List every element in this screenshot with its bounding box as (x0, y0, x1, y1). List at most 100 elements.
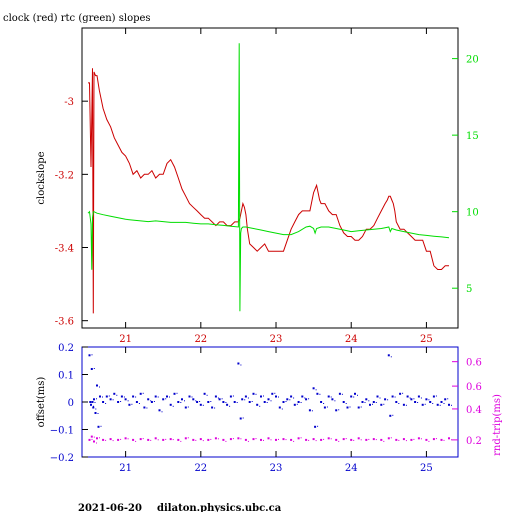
round-trip-point (368, 438, 370, 440)
left-y-tick-label: 0.1 (58, 371, 74, 382)
round-trip-point (425, 438, 428, 441)
x-tick-label: 22 (194, 463, 207, 474)
offset-point (259, 405, 261, 407)
offset-point (221, 398, 223, 400)
offset-point (105, 403, 107, 404)
offset-point (229, 395, 232, 398)
offset-point (109, 398, 112, 401)
offset-point (91, 401, 94, 403)
offset-point (395, 401, 398, 403)
round-trip-point (217, 438, 219, 440)
round-trip-point (124, 437, 127, 440)
offset-point (135, 401, 138, 403)
round-trip-point (380, 438, 383, 441)
offset-point (444, 398, 447, 401)
right-y-tick-label: 15 (466, 131, 479, 142)
round-trip-point (90, 435, 93, 438)
round-trip-point (383, 440, 385, 442)
offset-point (338, 409, 340, 411)
offset-point (248, 401, 251, 403)
x-tick-label: 21 (119, 463, 132, 474)
offset-point (432, 395, 435, 398)
round-trip-point (202, 440, 204, 442)
offset-point (239, 417, 242, 420)
round-trip-point (96, 437, 98, 440)
round-trip-point (335, 438, 338, 441)
offset-point (99, 395, 101, 398)
offset-point (304, 397, 306, 399)
offset-point (384, 398, 387, 401)
round-trip-point (350, 438, 353, 441)
offset-point (117, 401, 120, 403)
round-trip-point (260, 438, 262, 441)
offset-point (349, 406, 351, 408)
offset-point (327, 395, 330, 398)
offset-point (207, 401, 210, 403)
offset-point (417, 402, 419, 403)
offset-point (112, 399, 114, 401)
offset-point (320, 401, 323, 403)
offset-point (251, 401, 253, 402)
x-tick-label: 23 (270, 463, 283, 474)
round-trip-point (157, 439, 159, 441)
offset-point (413, 398, 415, 400)
offset-point (90, 368, 93, 370)
bottom-plot-frame (81, 346, 459, 458)
offset-point (375, 402, 377, 403)
round-trip-point (99, 437, 100, 439)
offset-point (285, 401, 287, 402)
offset-point (124, 398, 127, 401)
offset-point (192, 398, 195, 401)
offset-point (138, 403, 140, 404)
offset-point (90, 403, 92, 406)
offset-point (389, 414, 392, 417)
offset-point (252, 392, 255, 395)
offset-point (402, 403, 405, 406)
chart-title: clock (red) rtc (green) slopes (3, 13, 151, 24)
left-y-tick-label: −0.1 (50, 426, 74, 437)
offset-point (402, 392, 404, 394)
round-trip-point (142, 438, 144, 440)
offset-point (196, 401, 199, 403)
clock-slope-line (88, 68, 449, 314)
offset-point (368, 400, 370, 402)
round-trip-point (372, 438, 375, 441)
round-trip-point (357, 437, 360, 440)
offset-point (357, 394, 358, 396)
footer-date: 2021-06-20 (78, 503, 142, 512)
offset-point (398, 403, 400, 404)
left-y-tick-label: -3.6 (55, 317, 74, 328)
offset-point (342, 401, 345, 403)
round-trip-point (139, 438, 142, 441)
round-trip-point (300, 437, 302, 439)
round-trip-point (282, 438, 285, 441)
offset-point (162, 398, 165, 401)
round-trip-point (323, 438, 325, 440)
round-trip-point (184, 437, 187, 440)
round-trip-point (342, 438, 345, 441)
round-trip-point (312, 438, 315, 441)
offset-point (91, 354, 93, 356)
offset-point (345, 403, 347, 404)
offset-point (214, 395, 217, 398)
round-trip-point (255, 438, 257, 440)
offset-point (180, 402, 182, 403)
offset-point (147, 398, 150, 401)
round-trip-point (195, 439, 197, 441)
offset-point (177, 401, 180, 403)
offset-point (323, 403, 325, 404)
offset-point (334, 400, 336, 402)
offset-point (157, 396, 159, 398)
offset-point (199, 401, 201, 402)
round-trip-point (290, 438, 293, 441)
offset-point (93, 398, 95, 401)
round-trip-point (451, 439, 452, 441)
offset-point (311, 410, 313, 412)
offset-point (364, 402, 366, 403)
offset-point (369, 403, 371, 406)
offset-point (432, 403, 434, 404)
offset-point (154, 395, 157, 398)
offset-point (338, 392, 341, 395)
offset-point (380, 403, 383, 406)
offset-point (247, 397, 249, 399)
